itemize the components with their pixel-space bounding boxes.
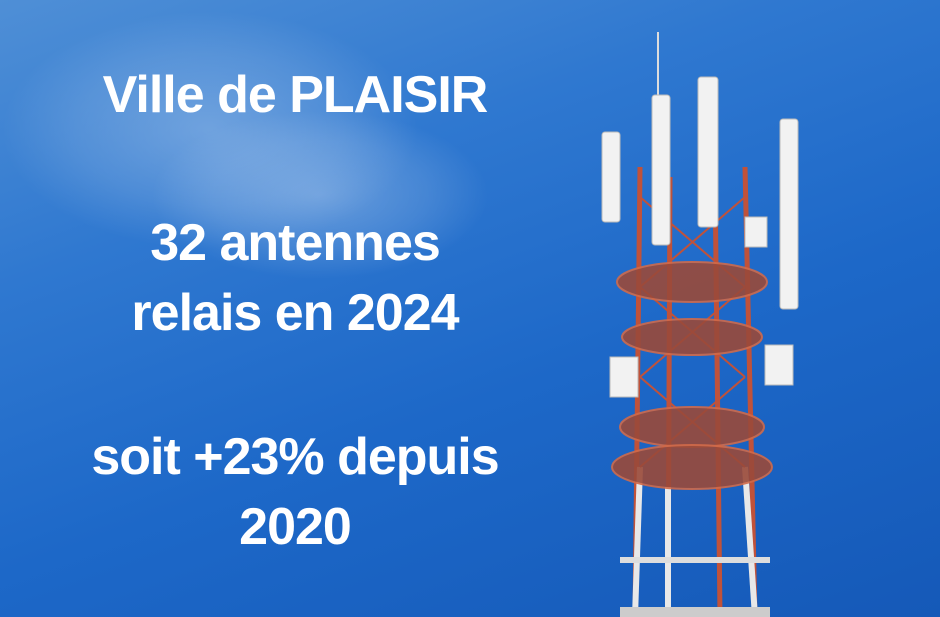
cell-tower-image (601, 32, 799, 617)
cloud (150, 110, 490, 280)
city-title: Ville de PLAISIR (102, 66, 489, 124)
growth-line2: 2020 (239, 498, 352, 556)
growth-line1: soit +23% depuis (91, 428, 499, 486)
cloud (0, 10, 420, 250)
antenna-count-line1: 32 antennes (150, 214, 441, 272)
antenna-count-line2: relais en 2024 (131, 284, 459, 342)
